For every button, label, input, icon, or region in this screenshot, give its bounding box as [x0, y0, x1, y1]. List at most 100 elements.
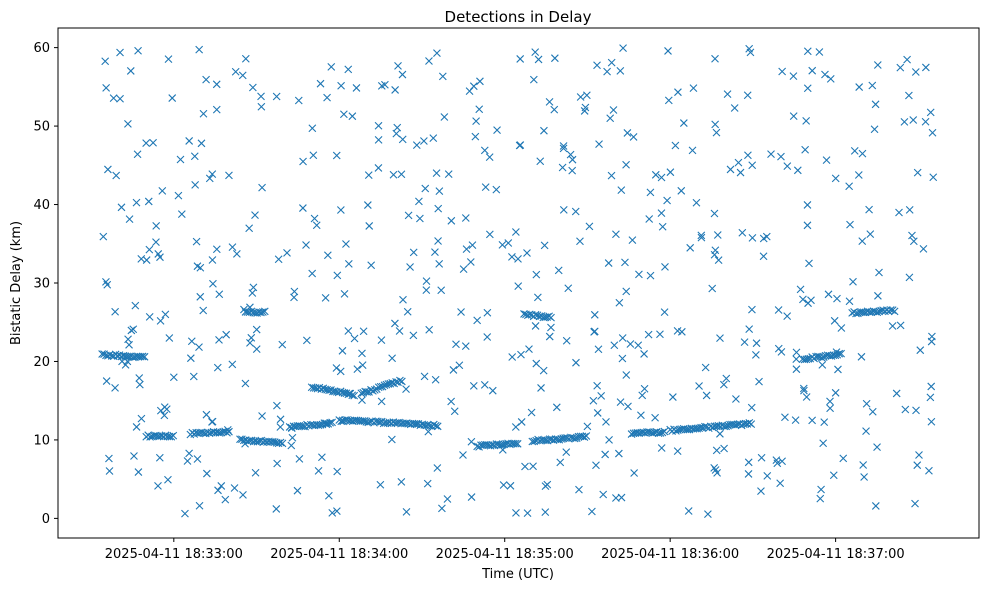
detection-point [619, 44, 627, 52]
detection-point [858, 149, 867, 158]
detection-point [539, 366, 548, 375]
detection-point [594, 345, 603, 354]
detection-point [616, 66, 625, 75]
detection-point [225, 171, 233, 180]
detection-point [909, 116, 918, 124]
detection-point [232, 250, 241, 258]
detection-point [808, 66, 817, 75]
detection-point [562, 448, 571, 457]
detection-point [389, 170, 398, 179]
detection-point [288, 433, 297, 442]
detection-point [498, 240, 507, 249]
detection-point [164, 475, 172, 484]
detection-point [485, 153, 494, 162]
detection-point [657, 173, 666, 182]
detection-point [342, 240, 350, 248]
detection-point [862, 427, 870, 436]
detection-point [744, 470, 753, 478]
detection-point [424, 427, 433, 436]
detection-point [651, 170, 660, 179]
detection-point [332, 507, 341, 515]
detection-point [369, 386, 377, 395]
detection-point [190, 152, 199, 161]
detection-point [420, 137, 428, 145]
detection-point [732, 395, 740, 403]
detection-point [590, 327, 599, 336]
detection-point [480, 380, 489, 389]
detection-point [645, 215, 654, 223]
detection-point [597, 391, 606, 400]
detection-point [868, 407, 877, 416]
detection-point [908, 231, 916, 240]
detection-point [623, 129, 632, 137]
detection-point [133, 150, 142, 159]
detection-point [333, 271, 342, 280]
detection-point [434, 204, 443, 213]
detection-point [309, 151, 318, 160]
detection-point [328, 508, 337, 517]
detection-point [593, 381, 602, 390]
detection-point [616, 398, 625, 406]
y-tick-label: 0 [42, 512, 50, 527]
detection-point [299, 157, 307, 166]
detection-point [791, 416, 800, 425]
detection-point [397, 377, 406, 386]
detection-point [734, 158, 743, 167]
detection-point [677, 186, 686, 195]
detection-point [283, 248, 291, 257]
detection-point [714, 256, 723, 265]
detection-point [868, 81, 877, 90]
detection-point [857, 352, 866, 361]
detection-point [604, 259, 613, 267]
detection-point [927, 337, 936, 346]
detection-point [321, 293, 330, 302]
detection-point [193, 455, 202, 463]
detection-point [197, 139, 206, 148]
detection-point [459, 265, 468, 273]
detection-point [927, 417, 936, 426]
detection-point [251, 468, 260, 477]
detection-point [199, 109, 208, 118]
detection-point [800, 386, 808, 395]
detection-point [461, 342, 470, 350]
detection-point [919, 245, 928, 253]
detection-point [208, 256, 217, 264]
detection-point [140, 352, 149, 361]
detection-point [99, 232, 108, 241]
detection-point [911, 499, 919, 508]
detection-point [192, 237, 201, 246]
detection-point [773, 459, 782, 468]
detection-point [421, 184, 430, 193]
detection-point [582, 91, 591, 100]
detection-point [697, 233, 706, 242]
detection-point [757, 453, 766, 462]
detection-point [142, 256, 151, 264]
detection-point [422, 277, 431, 286]
detection-point [543, 480, 552, 489]
detection-point [506, 481, 515, 490]
detection-point [394, 61, 402, 70]
detection-point [111, 307, 120, 316]
detection-point [177, 210, 186, 219]
detection-point [640, 350, 648, 358]
detection-point [521, 462, 529, 471]
detection-point [423, 479, 432, 488]
detection-point [299, 204, 307, 212]
detection-point [688, 146, 697, 155]
detection-point [246, 338, 254, 347]
detection-point [181, 509, 189, 518]
detection-point [205, 174, 214, 183]
detection-point [132, 198, 141, 207]
detection-point [324, 491, 333, 500]
detection-point [646, 188, 655, 197]
detection-point [571, 207, 580, 216]
detection-point [892, 389, 901, 398]
detection-point [278, 340, 287, 349]
detection-point [831, 174, 840, 183]
detection-point [532, 359, 541, 368]
detection-point [167, 432, 176, 441]
detection-point [595, 140, 603, 149]
detection-point [466, 258, 475, 266]
detection-point [865, 205, 873, 214]
detection-point [712, 446, 721, 455]
